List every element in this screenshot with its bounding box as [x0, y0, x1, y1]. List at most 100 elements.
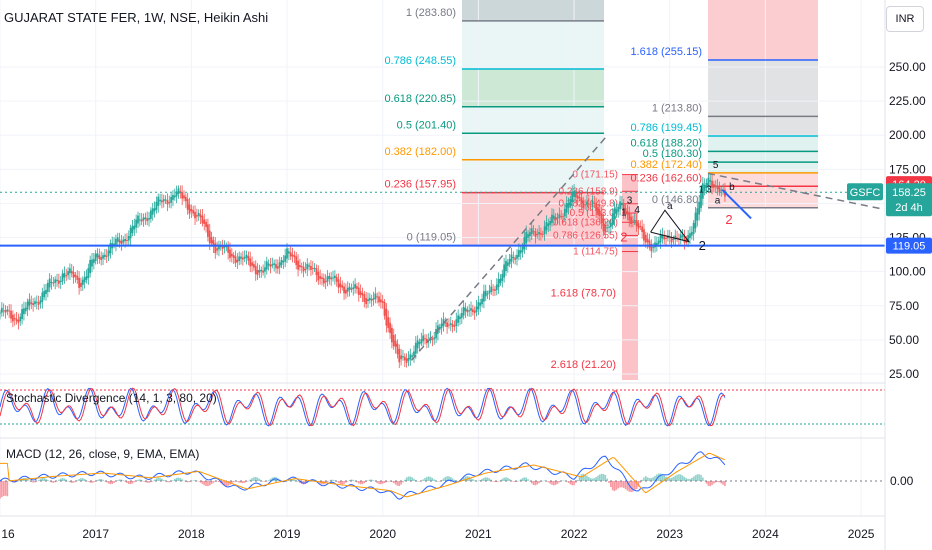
macd-histogram-bar: [615, 481, 618, 490]
candle-body: [389, 322, 391, 334]
macd-histogram-bar: [150, 481, 152, 483]
candle-body: [345, 289, 347, 294]
wave-label: 4: [634, 205, 640, 216]
macd-histogram-bar: [146, 481, 148, 483]
candle-body: [541, 233, 544, 235]
price-tag-support: 119.05: [893, 241, 926, 253]
candle-body: [372, 298, 375, 300]
candle-body: [672, 238, 675, 240]
macd-histogram-bar: [186, 481, 189, 483]
candle-body: [711, 180, 713, 188]
macd-histogram-bar: [67, 480, 69, 482]
candle-body: [609, 222, 612, 228]
candle-body: [289, 252, 292, 257]
macd-histogram-bar: [720, 481, 723, 484]
candle-body: [357, 287, 360, 295]
macd-histogram-bar: [166, 481, 169, 483]
candle-body: [356, 286, 358, 289]
macd-histogram-bar: [93, 481, 95, 483]
currency-button[interactable]: INR: [886, 6, 924, 32]
candle-body: [495, 284, 498, 291]
macd-histogram-bar: [80, 478, 82, 481]
candle-body: [538, 231, 540, 235]
macd-histogram-bar: [530, 481, 533, 484]
macd-histogram-bar: [558, 481, 561, 483]
candle-body: [164, 199, 167, 201]
candle-body: [148, 218, 150, 220]
candle-body: [37, 302, 40, 305]
wave-label: 2: [699, 238, 706, 253]
fib-right-label: 0.786 (199.45): [630, 122, 702, 134]
candle-body: [236, 259, 239, 263]
candle-body: [310, 265, 312, 270]
candle-body: [276, 266, 279, 269]
candle-body: [70, 270, 73, 274]
macd-histogram-bar: [352, 479, 355, 481]
candle-body: [131, 225, 134, 234]
candle-body: [569, 199, 572, 206]
candle-body: [11, 314, 14, 322]
macd-histogram-bar: [288, 480, 290, 481]
macd-histogram-bar: [547, 481, 550, 483]
macd-histogram-bar: [472, 479, 474, 481]
macd-histogram-bar: [113, 481, 115, 483]
macd-histogram-bar: [444, 477, 447, 481]
candle-body: [712, 184, 715, 188]
macd-histogram-bar: [188, 481, 191, 483]
macd-histogram-bar: [582, 473, 585, 481]
macd-histogram-bar: [139, 479, 141, 481]
candle-body: [253, 264, 255, 268]
candle-body: [78, 277, 81, 288]
macd-histogram-bar: [589, 478, 592, 481]
candle-body: [19, 316, 22, 322]
candle-body: [109, 243, 112, 254]
time-tick-label: 2020: [369, 527, 396, 541]
macd-histogram-bar: [427, 476, 430, 481]
fib-zone-mid: [622, 174, 638, 380]
wave-label: a: [667, 201, 673, 212]
candle-body: [698, 201, 701, 215]
macd-histogram-bar: [442, 478, 445, 481]
macd-histogram-bar: [599, 474, 601, 481]
candle-body: [126, 240, 128, 242]
macd-histogram-bar: [223, 481, 226, 486]
macd-histogram-bar: [692, 476, 695, 481]
candle-body: [330, 277, 333, 280]
wave-label: 2: [725, 212, 732, 227]
candle-body: [241, 257, 244, 260]
candle-body: [409, 354, 412, 360]
wave-label: 5: [713, 160, 719, 171]
candle-body: [94, 253, 97, 262]
candle-body: [620, 202, 623, 206]
macd-histogram-bar: [668, 478, 671, 481]
macd-histogram-bar: [63, 478, 66, 481]
macd-histogram-bar: [383, 481, 386, 484]
candle-body: [52, 282, 55, 284]
candle-body: [486, 293, 489, 295]
candle-body: [197, 212, 200, 216]
macd-histogram-bar: [157, 477, 160, 481]
fib-left-label: 0.382 (182.00): [384, 146, 456, 158]
macd-histogram-bar: [116, 480, 119, 481]
macd-histogram-bar: [461, 479, 463, 481]
candle-body: [687, 235, 690, 242]
candle-body: [199, 214, 202, 218]
macd-histogram-bar: [0, 481, 1, 499]
macd-histogram-bar: [551, 481, 553, 485]
macd-histogram-bar: [247, 480, 250, 482]
candle-body: [35, 301, 38, 303]
candle-body: [313, 268, 316, 270]
candle-body: [317, 271, 320, 281]
stoch-d-line: [0, 387, 726, 427]
fib-left-label: 0.618 (220.85): [384, 93, 456, 105]
candle-body: [674, 235, 677, 240]
candle-body: [15, 318, 18, 322]
candle-body: [367, 299, 369, 302]
candle-body: [81, 279, 84, 285]
candle-body: [622, 204, 625, 213]
candle-body: [665, 237, 667, 239]
macd-histogram-bar: [48, 481, 51, 482]
candle-body: [619, 201, 621, 210]
candle-body: [172, 195, 174, 200]
